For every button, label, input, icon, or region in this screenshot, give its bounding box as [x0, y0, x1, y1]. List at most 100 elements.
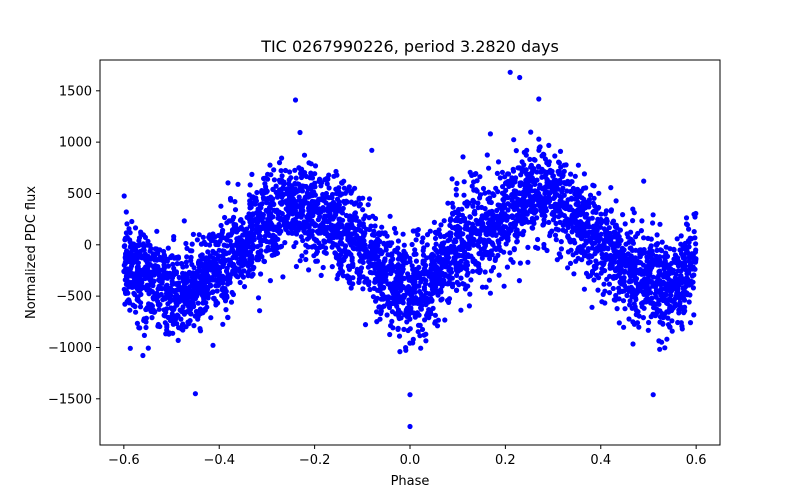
data-point — [127, 230, 133, 236]
data-point — [278, 243, 285, 249]
data-point — [292, 167, 298, 173]
data-point — [393, 277, 399, 283]
data-point — [654, 232, 660, 238]
data-point — [268, 197, 274, 203]
data-point — [348, 199, 354, 205]
data-point — [619, 245, 626, 251]
data-point — [579, 225, 585, 231]
data-point — [274, 207, 280, 213]
data-point — [267, 278, 273, 284]
data-point — [573, 258, 579, 264]
data-point — [661, 274, 667, 280]
data-point — [406, 277, 412, 283]
data-point — [205, 295, 211, 301]
data-point — [356, 251, 362, 257]
data-point — [502, 214, 509, 220]
data-point — [210, 289, 216, 295]
data-point — [644, 255, 650, 261]
data-point — [429, 258, 435, 264]
data-point — [689, 273, 696, 279]
data-point — [140, 232, 147, 238]
data-point — [611, 248, 617, 254]
data-point — [255, 295, 262, 301]
data-point — [480, 252, 486, 258]
data-point — [461, 192, 467, 198]
data-point — [430, 305, 436, 311]
data-point — [261, 258, 268, 265]
data-point — [402, 250, 408, 256]
data-point — [322, 239, 328, 245]
data-point — [657, 314, 663, 320]
data-point — [657, 247, 664, 253]
data-point — [384, 233, 390, 239]
data-point — [518, 180, 524, 186]
data-point — [477, 238, 483, 245]
data-point — [682, 308, 688, 314]
data-point — [133, 309, 139, 315]
data-point — [128, 259, 134, 265]
data-point — [454, 215, 460, 221]
data-point — [486, 165, 492, 171]
data-point — [650, 220, 656, 226]
data-point — [471, 210, 477, 216]
y-tick-label: 1000 — [59, 136, 92, 151]
data-point — [347, 240, 353, 246]
data-point — [653, 294, 659, 300]
data-point — [639, 218, 645, 224]
data-point — [496, 244, 502, 250]
data-point — [626, 316, 632, 322]
data-point — [387, 240, 393, 246]
data-point — [247, 267, 253, 273]
data-point — [396, 269, 402, 275]
data-point — [275, 236, 281, 242]
data-point — [264, 200, 270, 206]
data-point — [510, 166, 516, 172]
data-point — [444, 281, 450, 287]
outlier-point — [641, 178, 647, 184]
data-point — [389, 287, 395, 293]
data-point — [175, 313, 181, 319]
data-point — [595, 287, 601, 293]
data-point — [281, 179, 287, 185]
data-point — [327, 202, 333, 208]
data-point — [171, 234, 177, 240]
data-point — [383, 247, 389, 253]
data-point — [373, 239, 379, 245]
data-point — [250, 271, 256, 277]
data-point — [348, 252, 354, 258]
data-point — [607, 273, 613, 279]
data-point — [511, 224, 518, 230]
data-point — [197, 306, 203, 312]
data-point — [371, 247, 378, 253]
data-point — [375, 254, 381, 260]
data-point — [678, 320, 684, 326]
data-point — [620, 212, 626, 218]
data-point — [319, 207, 325, 213]
data-point — [140, 241, 146, 247]
data-point — [413, 258, 419, 264]
data-point — [384, 312, 390, 318]
data-point — [180, 288, 186, 294]
data-point — [431, 219, 437, 225]
data-point — [359, 240, 365, 246]
data-point — [409, 263, 415, 269]
x-tick-label: 0.0 — [400, 453, 421, 468]
data-point — [608, 261, 614, 267]
data-point — [325, 208, 331, 214]
data-point — [464, 259, 470, 266]
data-point — [175, 337, 181, 343]
data-point — [199, 285, 206, 291]
data-point — [211, 256, 217, 262]
data-point — [371, 228, 377, 234]
data-point — [372, 223, 378, 229]
data-point — [270, 214, 276, 220]
data-point — [602, 268, 608, 274]
data-point — [288, 197, 294, 203]
data-point — [285, 200, 291, 207]
data-point — [288, 226, 295, 232]
data-point — [393, 264, 399, 270]
data-point — [418, 279, 424, 285]
data-point — [360, 259, 366, 265]
data-point — [140, 352, 146, 359]
data-point — [491, 223, 497, 229]
